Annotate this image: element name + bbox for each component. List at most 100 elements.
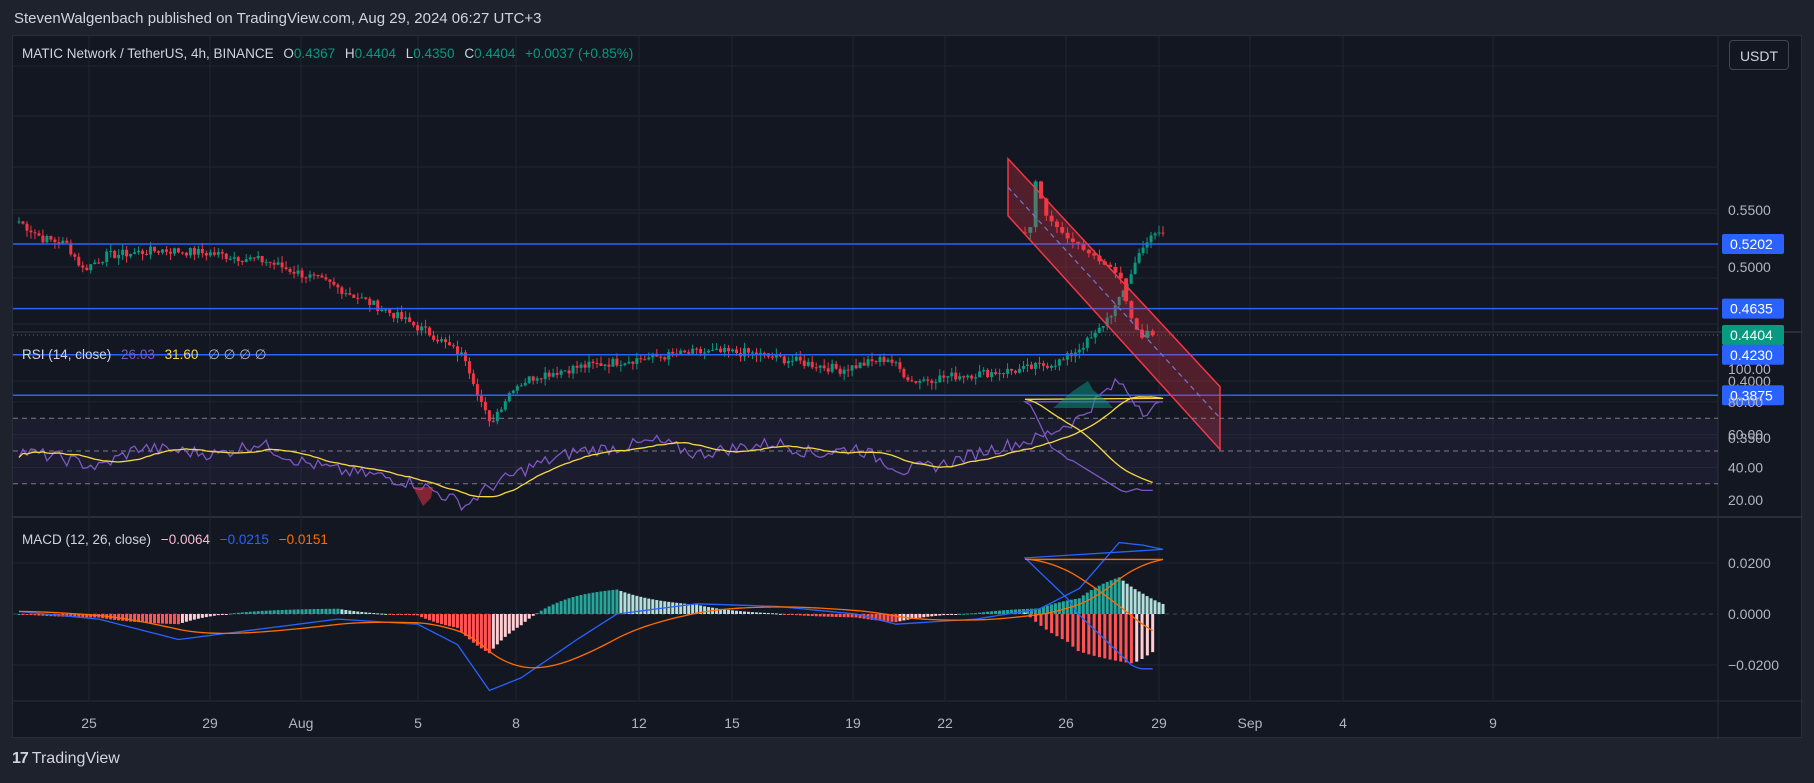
macd-bar bbox=[1097, 614, 1101, 658]
candle bbox=[451, 345, 455, 347]
candle bbox=[288, 268, 292, 273]
rsi-extra: ∅ ∅ ∅ ∅ bbox=[208, 347, 267, 362]
macd-bar bbox=[938, 614, 942, 616]
candle bbox=[910, 380, 914, 382]
candle bbox=[866, 359, 870, 366]
candle bbox=[73, 254, 77, 257]
macd-bar bbox=[276, 610, 280, 614]
macd-bar bbox=[1057, 602, 1061, 614]
candle bbox=[974, 377, 978, 379]
price-badge bbox=[1722, 385, 1784, 406]
candle bbox=[65, 240, 69, 243]
macd-bar bbox=[1113, 614, 1117, 661]
candle bbox=[559, 370, 563, 375]
chart-frame[interactable]: 0.5500 0.5000 0.4000 0.3500 0.5202 0.4635 0.44… bbox=[12, 35, 1803, 739]
chart-svg[interactable]: 0.5500 0.5000 0.4000 0.3500 0.5202 0.4635 0.44… bbox=[13, 36, 1803, 739]
macd-bar bbox=[487, 614, 491, 654]
macd-bar bbox=[623, 592, 627, 614]
macd-bar bbox=[906, 614, 910, 620]
candle bbox=[607, 364, 611, 367]
candle bbox=[591, 361, 595, 364]
rsi-tick-label: 80.00 bbox=[1728, 394, 1763, 410]
macd-bar bbox=[699, 605, 703, 614]
macd-bar bbox=[727, 609, 731, 614]
candle bbox=[121, 249, 125, 255]
macd-bar bbox=[479, 614, 483, 649]
macd-bar bbox=[1085, 592, 1089, 614]
publisher-line: StevenWalgenbach published on TradingVie… bbox=[14, 10, 542, 27]
macd-bar bbox=[348, 610, 352, 614]
candle bbox=[1113, 304, 1117, 316]
candle bbox=[790, 360, 794, 362]
macd-bar bbox=[970, 613, 974, 615]
macd-bar bbox=[220, 614, 224, 615]
close-label: C bbox=[464, 46, 475, 61]
macd-bar bbox=[1137, 591, 1141, 614]
macd-bar bbox=[1061, 601, 1065, 614]
candle bbox=[1029, 364, 1033, 369]
candle bbox=[1097, 327, 1101, 333]
macd-bar bbox=[1157, 602, 1161, 614]
macd-tick-label: −0.0200 bbox=[1728, 657, 1779, 673]
macd-bar bbox=[715, 608, 719, 614]
macd-bar bbox=[946, 614, 950, 615]
candle bbox=[133, 252, 137, 254]
candle bbox=[404, 317, 408, 320]
candle bbox=[228, 258, 232, 260]
candle bbox=[519, 385, 523, 387]
candle bbox=[204, 253, 208, 256]
macd-bar bbox=[822, 614, 826, 617]
macd-bar bbox=[1141, 593, 1145, 614]
macd-bar bbox=[396, 614, 400, 615]
macd-bar bbox=[1073, 598, 1077, 614]
candle bbox=[420, 326, 424, 331]
macd-bar bbox=[1066, 614, 1070, 642]
candle bbox=[85, 267, 89, 271]
candle bbox=[412, 322, 416, 326]
macd-bar bbox=[400, 614, 404, 615]
macd-bar bbox=[432, 614, 436, 622]
candle bbox=[1105, 317, 1109, 327]
rsi-oversold-fill bbox=[413, 487, 433, 506]
candle bbox=[109, 250, 113, 252]
macd-bar bbox=[352, 611, 356, 614]
macd-bar bbox=[1129, 586, 1133, 614]
candle bbox=[1109, 315, 1113, 318]
macd-signal-value: −0.0151 bbox=[278, 532, 328, 547]
candle bbox=[687, 352, 691, 354]
macd-bar bbox=[451, 614, 455, 628]
candle bbox=[531, 376, 535, 381]
footer-brand[interactable]: 17 TradingView bbox=[12, 750, 120, 768]
candle bbox=[703, 352, 707, 354]
candle bbox=[683, 350, 687, 353]
candle bbox=[37, 233, 41, 236]
macd-bar bbox=[444, 614, 448, 626]
candle bbox=[699, 348, 703, 354]
candle bbox=[994, 372, 998, 375]
macd-bar bbox=[380, 613, 384, 615]
macd-bar bbox=[830, 614, 834, 617]
macd-bar bbox=[168, 614, 172, 624]
macd-bar bbox=[511, 614, 515, 631]
macd-bar bbox=[499, 614, 503, 641]
candle bbox=[428, 327, 432, 336]
macd-bar bbox=[583, 594, 587, 614]
candle bbox=[164, 249, 168, 252]
candle bbox=[77, 256, 81, 266]
price-tick-label: 0.4000 bbox=[1728, 373, 1771, 389]
macd-bar bbox=[762, 612, 766, 614]
macd-bar bbox=[1037, 608, 1041, 614]
candle bbox=[236, 257, 240, 262]
macd-bar bbox=[858, 614, 862, 619]
currency-button[interactable]: USDT bbox=[1729, 40, 1789, 70]
candle bbox=[854, 365, 858, 369]
candle bbox=[902, 368, 906, 378]
time-tick-label: 22 bbox=[937, 715, 953, 731]
candle bbox=[543, 372, 547, 380]
macd-bar bbox=[966, 613, 970, 615]
candle bbox=[256, 256, 260, 259]
candle bbox=[1081, 244, 1086, 250]
macd-bar bbox=[125, 614, 129, 622]
candle bbox=[619, 364, 623, 366]
candle bbox=[17, 221, 21, 223]
